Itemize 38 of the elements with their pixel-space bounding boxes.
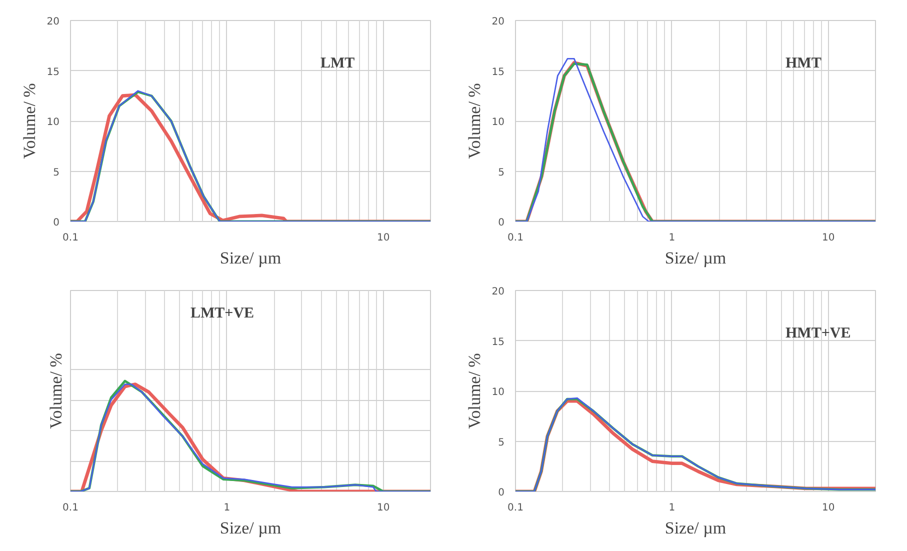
x-tick-label: 0.1 bbox=[508, 502, 524, 514]
x-tick-label: 1 bbox=[668, 502, 676, 514]
x-axis-title: Size/ µm bbox=[664, 248, 726, 268]
y-tick-label: 20 bbox=[492, 286, 505, 298]
annotation: HMT bbox=[786, 56, 822, 72]
x-tick-label: 10 bbox=[377, 502, 390, 514]
text: LMT+VE bbox=[190, 306, 254, 322]
y-axis-title: Volume/ % bbox=[464, 353, 484, 429]
y-tick-label: 15 bbox=[492, 66, 505, 78]
y-tick-label: 5 bbox=[498, 437, 505, 448]
x-tick-label: 1 bbox=[668, 232, 676, 244]
y-tick-label: 15 bbox=[492, 336, 505, 348]
x-tick-label: 0.1 bbox=[508, 232, 524, 244]
y-tick-label: 5 bbox=[53, 167, 60, 178]
y-tick-label: 10 bbox=[492, 387, 505, 398]
y-tick-label: 20 bbox=[46, 16, 60, 28]
annotation: LMT bbox=[320, 56, 355, 72]
x-axis-title: Size/ µm bbox=[220, 248, 282, 268]
y-tick-label: 0 bbox=[53, 218, 60, 228]
annotation: HMT+VE bbox=[786, 326, 851, 342]
x-tick-label: 10 bbox=[377, 232, 390, 244]
x-tick-label: 0.1 bbox=[62, 502, 78, 514]
y-tick-label: 15 bbox=[46, 66, 60, 78]
x-axis-title: Size/ µm bbox=[220, 518, 282, 538]
x-tick-label: 10 bbox=[822, 502, 835, 514]
y-axis-title: Volume/ % bbox=[464, 83, 484, 159]
y-axis-title: Volume/ % bbox=[20, 83, 39, 159]
y-axis-title: Volume/ % bbox=[46, 353, 66, 429]
y-tick-label: 10 bbox=[46, 117, 60, 128]
x-tick-label: 1 bbox=[224, 502, 230, 514]
y-tick-label: 10 bbox=[492, 117, 505, 128]
y-tick-label: 5 bbox=[498, 167, 505, 178]
y-tick-label: 0 bbox=[498, 218, 505, 228]
x-axis-title: Size/ µm bbox=[664, 518, 726, 538]
x-tick-label: 0.1 bbox=[62, 232, 78, 244]
x-tick-label: 10 bbox=[822, 232, 835, 244]
y-tick-label: 20 bbox=[492, 16, 505, 28]
y-tick-label: 0 bbox=[498, 488, 505, 498]
